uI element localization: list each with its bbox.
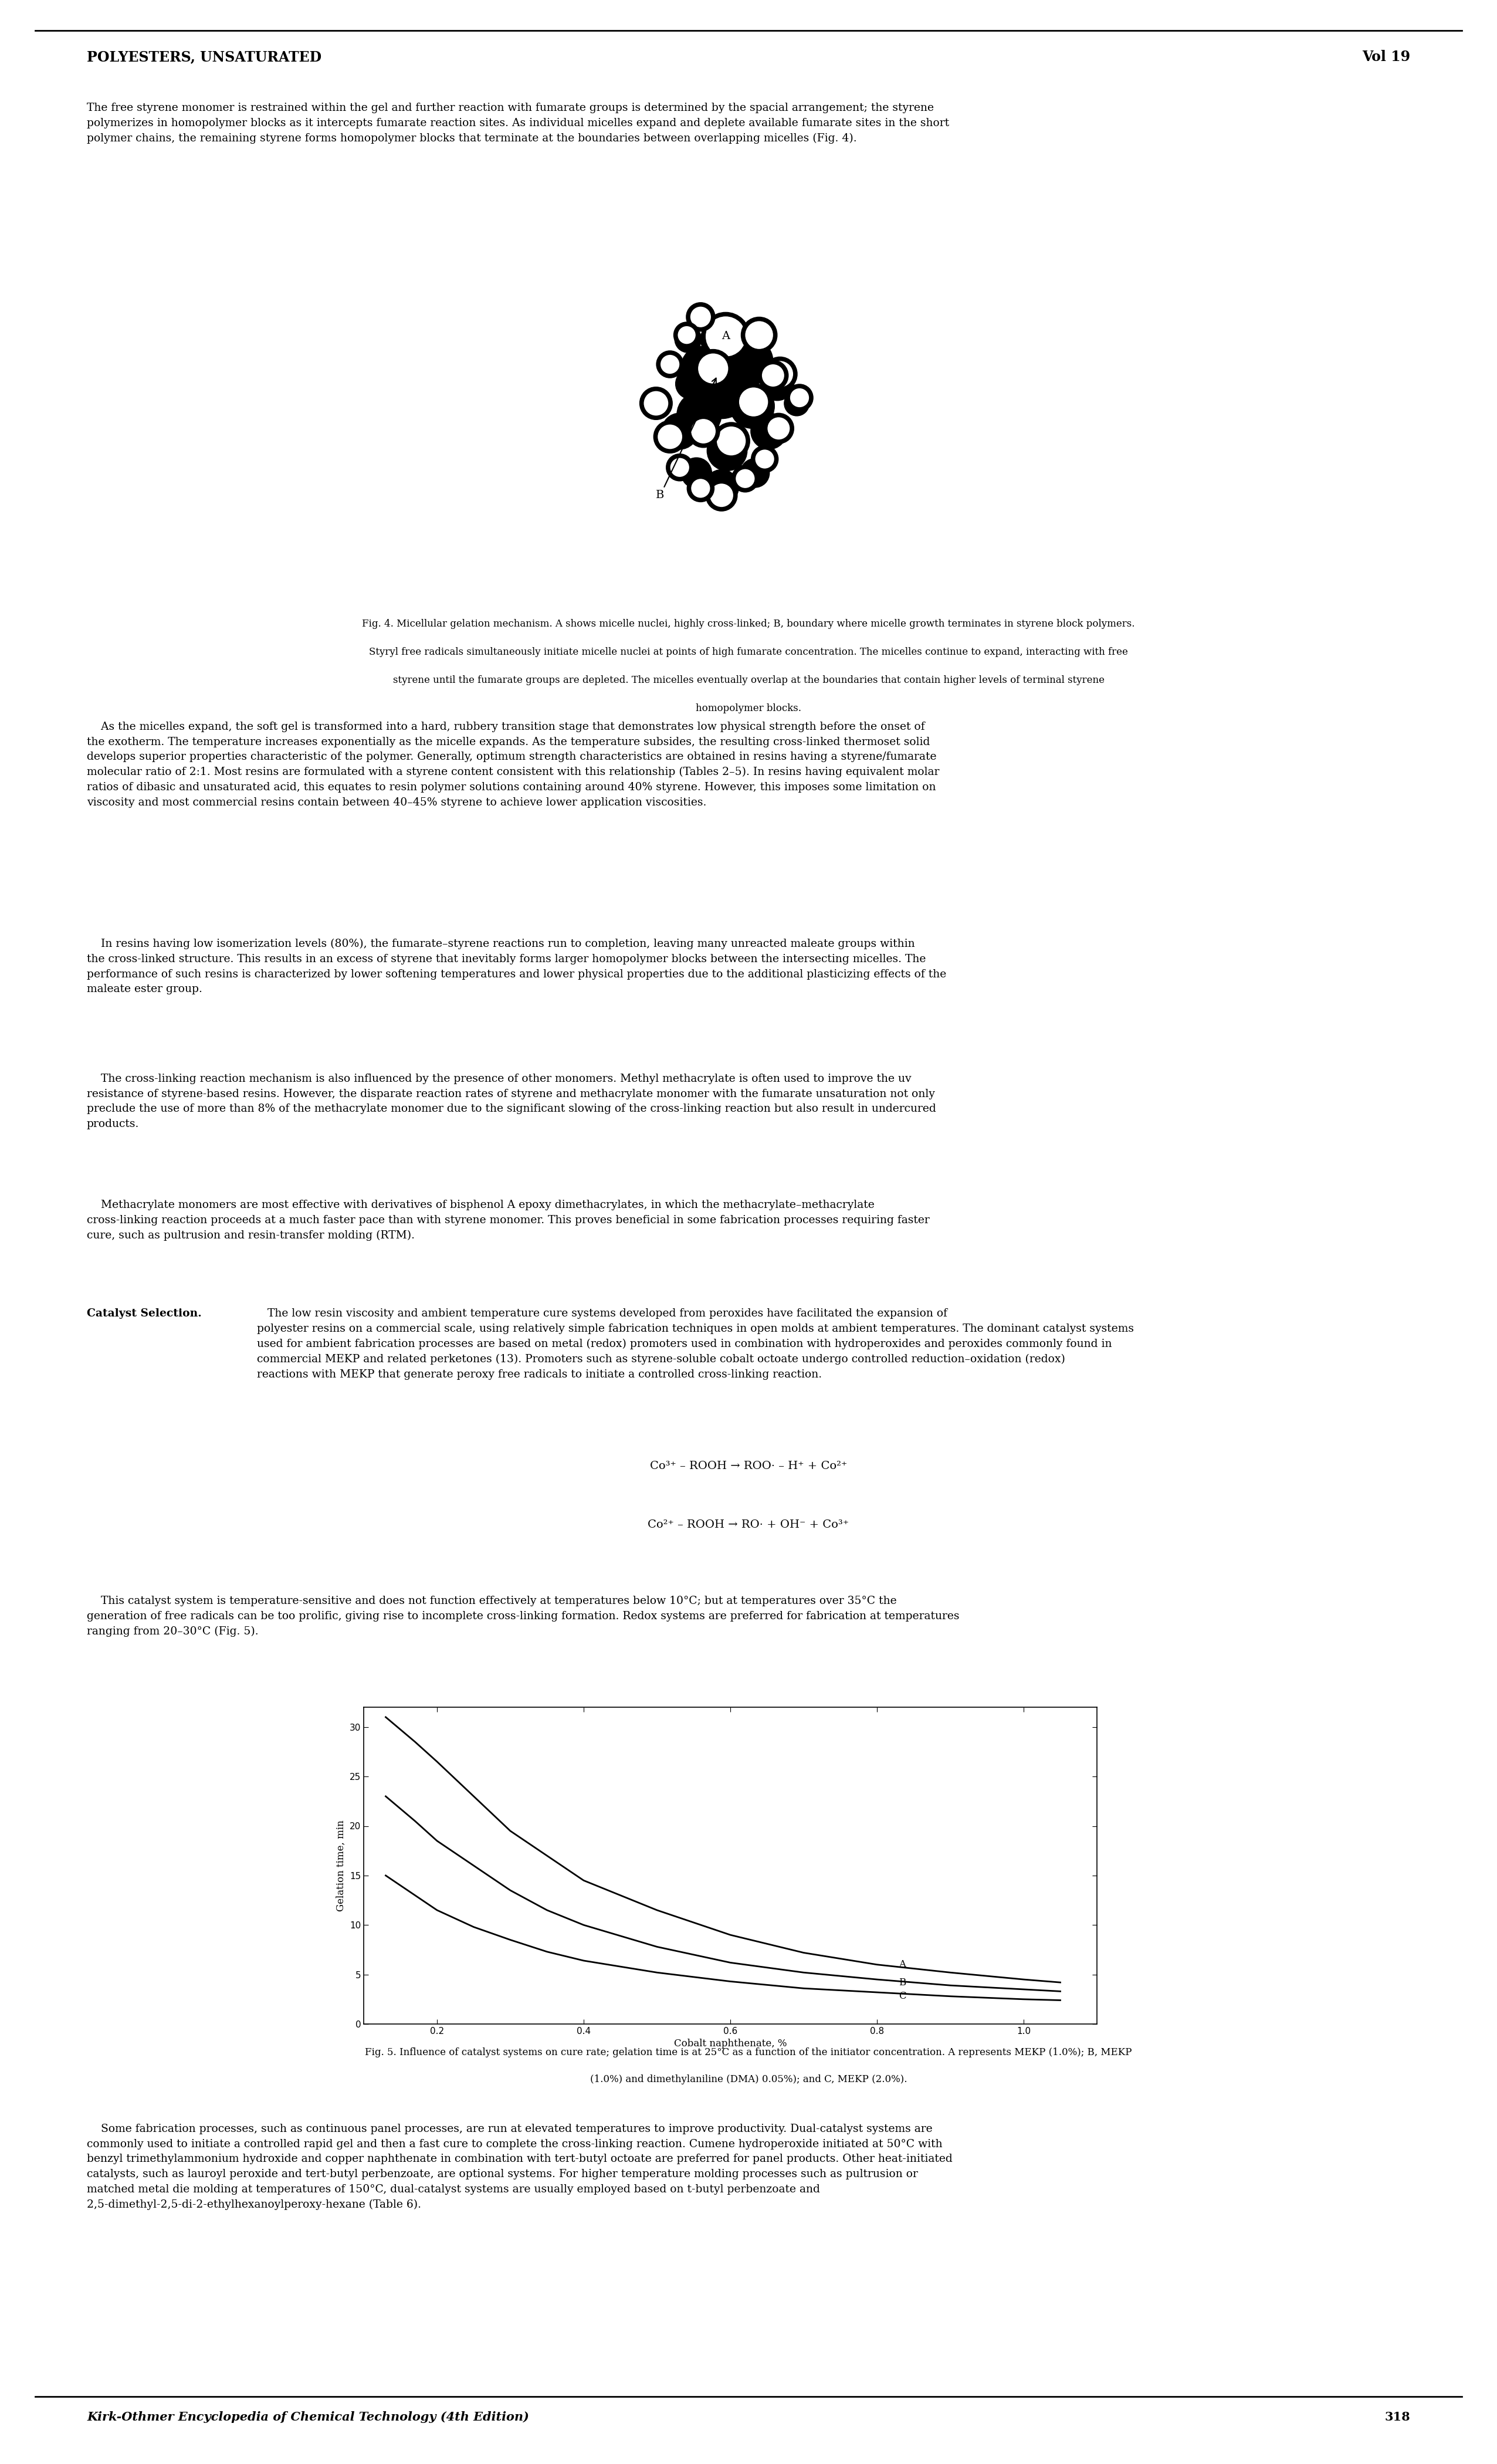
Text: Vol 19: Vol 19 (1362, 49, 1410, 64)
Text: Catalyst Selection.: Catalyst Selection. (87, 1308, 202, 1318)
Circle shape (642, 389, 671, 419)
Text: The free styrene monomer is restrained within the gel and further reaction with : The free styrene monomer is restrained w… (87, 103, 949, 143)
Circle shape (760, 367, 793, 402)
Text: This catalyst system is temperature-sensitive and does not function effectively : This catalyst system is temperature-sens… (87, 1597, 960, 1636)
Y-axis label: Gelation time, min: Gelation time, min (337, 1821, 346, 1912)
Circle shape (759, 362, 786, 389)
Circle shape (696, 352, 731, 387)
Text: Some fabrication processes, such as continuous panel processes, are run at eleva: Some fabrication processes, such as cont… (87, 2124, 952, 2210)
Circle shape (753, 448, 777, 471)
Circle shape (714, 424, 749, 458)
Text: The low resin viscosity and ambient temperature cure systems developed from pero: The low resin viscosity and ambient temp… (257, 1308, 1133, 1380)
Text: 318: 318 (1385, 2412, 1410, 2422)
Circle shape (662, 414, 698, 448)
Circle shape (704, 471, 740, 505)
Circle shape (751, 414, 787, 448)
Circle shape (689, 476, 713, 500)
Text: As the micelles expand, the soft gel is transformed into a hard, rubbery transit: As the micelles expand, the soft gel is … (87, 722, 939, 808)
Text: B: B (656, 377, 716, 500)
Text: Fig. 5. Influence of catalyst systems on cure rate; gelation time is at 25°C as : Fig. 5. Influence of catalyst systems on… (365, 2048, 1132, 2057)
Text: The cross-linking reaction mechanism is also influenced by the presence of other: The cross-linking reaction mechanism is … (87, 1074, 936, 1129)
Text: Methacrylate monomers are most effective with derivatives of bisphenol A epoxy d: Methacrylate monomers are most effective… (87, 1200, 930, 1242)
Circle shape (675, 370, 707, 399)
Circle shape (707, 431, 747, 471)
Circle shape (704, 313, 749, 360)
Circle shape (731, 384, 774, 429)
Text: styrene until the fumarate groups are depleted. The micelles eventually overlap : styrene until the fumarate groups are de… (392, 675, 1105, 685)
X-axis label: Cobalt naphthenate, %: Cobalt naphthenate, % (674, 2038, 787, 2050)
Circle shape (656, 421, 684, 451)
Circle shape (765, 414, 792, 441)
Circle shape (787, 387, 811, 409)
Circle shape (726, 338, 772, 384)
Circle shape (741, 458, 769, 488)
Text: (1.0%) and dimethylaniline (DMA) 0.05%); and C, MEKP (2.0%).: (1.0%) and dimethylaniline (DMA) 0.05%);… (590, 2075, 907, 2085)
Text: POLYESTERS, UNSATURATED: POLYESTERS, UNSATURATED (87, 49, 322, 64)
Circle shape (677, 392, 722, 436)
Circle shape (689, 306, 713, 330)
Text: A: A (900, 1959, 906, 1969)
Text: Styryl free radicals simultaneously initiate micelle nuclei at points of high fu: Styryl free radicals simultaneously init… (368, 648, 1129, 658)
Text: A: A (722, 330, 731, 342)
Circle shape (668, 456, 692, 478)
Circle shape (737, 384, 771, 419)
Text: Fig. 4. Micellular gelation mechanism. A shows micelle nuclei, highly cross-link: Fig. 4. Micellular gelation mechanism. A… (362, 618, 1135, 628)
Circle shape (708, 480, 735, 510)
Circle shape (740, 323, 771, 355)
Circle shape (692, 360, 751, 419)
Circle shape (659, 352, 681, 377)
Text: In resins having low isomerization levels (80%), the fumarate–styrene reactions : In resins having low isomerization level… (87, 939, 946, 995)
Circle shape (743, 318, 775, 352)
Text: homopolymer blocks.: homopolymer blocks. (696, 702, 801, 715)
Circle shape (675, 325, 702, 352)
Circle shape (675, 323, 698, 347)
Circle shape (765, 360, 795, 389)
Text: C: C (900, 1991, 906, 2001)
Circle shape (701, 320, 737, 357)
Circle shape (681, 458, 711, 488)
Text: Co²⁺ – ROOH → RO· + OH⁻ + Co³⁺: Co²⁺ – ROOH → RO· + OH⁻ + Co³⁺ (648, 1520, 849, 1530)
Circle shape (681, 347, 723, 387)
Text: B: B (900, 1979, 906, 1988)
Text: Kirk-Othmer Encyclopedia of Chemical Technology (4th Edition): Kirk-Othmer Encyclopedia of Chemical Tec… (87, 2412, 528, 2422)
Circle shape (784, 392, 810, 416)
Circle shape (734, 466, 757, 490)
Text: Co³⁺ – ROOH → ROO· – H⁺ + Co²⁺: Co³⁺ – ROOH → ROO· – H⁺ + Co²⁺ (650, 1461, 847, 1471)
Circle shape (689, 416, 719, 446)
